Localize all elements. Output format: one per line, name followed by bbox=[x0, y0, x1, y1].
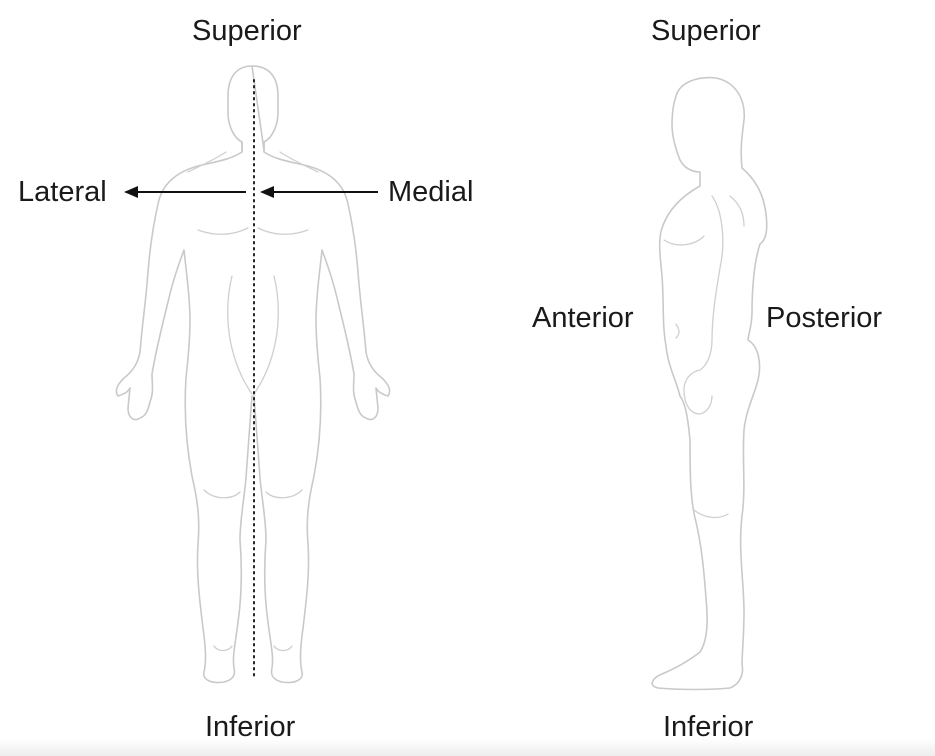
side-inferior-label: Inferior bbox=[663, 711, 754, 743]
front-body-right bbox=[253, 141, 391, 684]
lateral-label: Lateral bbox=[18, 176, 107, 208]
medial-label: Medial bbox=[388, 176, 474, 208]
side-torso-lines bbox=[675, 195, 745, 339]
front-ankle-lines bbox=[213, 645, 293, 652]
front-inferior-label: Inferior bbox=[205, 711, 296, 743]
bottom-shadow-band bbox=[0, 738, 935, 756]
posterior-label: Posterior bbox=[766, 302, 883, 334]
front-abdomen-lines bbox=[227, 275, 279, 395]
medial-arrow bbox=[260, 186, 378, 198]
lateral-arrow bbox=[124, 186, 246, 198]
front-body-figure bbox=[115, 65, 391, 684]
front-body-left bbox=[115, 141, 253, 684]
front-chest-line bbox=[197, 227, 309, 235]
front-shoulder-lines bbox=[187, 151, 319, 173]
side-knee-line bbox=[693, 509, 729, 519]
front-superior-label: Superior bbox=[192, 15, 302, 47]
front-knee-lines bbox=[203, 489, 303, 499]
side-body-outline bbox=[651, 76, 768, 691]
anterior-label: Anterior bbox=[532, 302, 634, 334]
side-superior-label: Superior bbox=[651, 15, 761, 47]
side-chest-line bbox=[663, 235, 705, 246]
front-head bbox=[227, 65, 279, 151]
side-body-figure bbox=[651, 76, 768, 691]
side-arm-outline bbox=[683, 195, 724, 415]
